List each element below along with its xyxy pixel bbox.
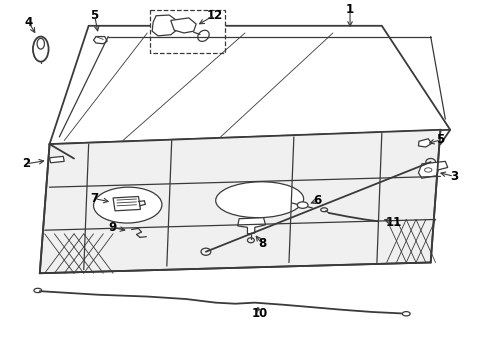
Text: 9: 9	[108, 221, 116, 234]
Text: 11: 11	[386, 216, 402, 229]
Text: 7: 7	[91, 192, 98, 205]
Ellipse shape	[94, 187, 162, 223]
Ellipse shape	[33, 37, 49, 62]
FancyBboxPatch shape	[150, 10, 225, 53]
Text: 12: 12	[207, 9, 223, 22]
Text: 3: 3	[450, 170, 458, 183]
Ellipse shape	[297, 202, 308, 208]
Text: 8: 8	[258, 237, 266, 250]
Polygon shape	[49, 156, 64, 163]
Ellipse shape	[216, 182, 304, 218]
Polygon shape	[418, 161, 448, 178]
Text: 1: 1	[346, 3, 354, 16]
Polygon shape	[152, 15, 177, 36]
Text: 5: 5	[436, 133, 444, 146]
Ellipse shape	[198, 30, 209, 41]
Text: 6: 6	[313, 194, 321, 207]
Polygon shape	[418, 139, 432, 147]
Text: 4: 4	[25, 17, 33, 30]
Polygon shape	[49, 26, 450, 144]
Polygon shape	[238, 218, 266, 234]
Text: 2: 2	[22, 157, 30, 170]
Text: 5: 5	[90, 9, 98, 22]
Polygon shape	[113, 197, 141, 211]
Polygon shape	[40, 130, 441, 273]
Polygon shape	[171, 18, 196, 33]
Text: 10: 10	[251, 307, 268, 320]
Polygon shape	[94, 37, 107, 44]
